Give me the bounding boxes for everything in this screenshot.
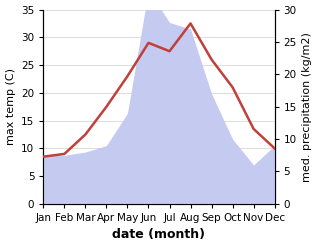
Y-axis label: med. precipitation (kg/m2): med. precipitation (kg/m2) bbox=[302, 32, 313, 182]
Y-axis label: max temp (C): max temp (C) bbox=[5, 68, 16, 145]
X-axis label: date (month): date (month) bbox=[113, 228, 205, 242]
